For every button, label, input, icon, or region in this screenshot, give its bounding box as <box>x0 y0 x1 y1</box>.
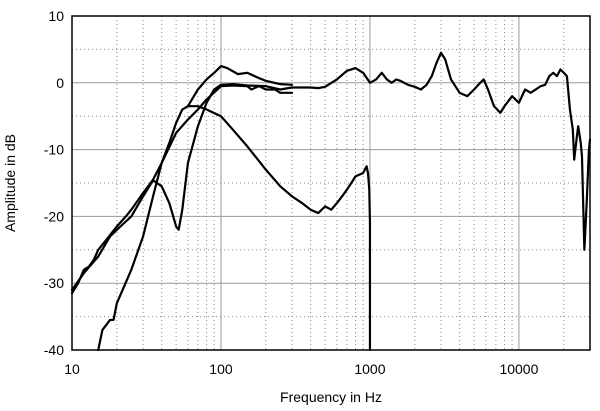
y-tick-label: 10 <box>48 8 64 24</box>
y-tick-label: -40 <box>44 342 64 358</box>
series-line-2 <box>70 51 592 291</box>
series-line-3 <box>97 105 372 352</box>
series-line-4 <box>186 64 294 108</box>
y-tick-label: -30 <box>44 275 64 291</box>
x-axis-label: Frequency in Hz <box>280 389 382 405</box>
y-tick-label: -10 <box>44 142 64 158</box>
y-tick-label: -20 <box>44 208 64 224</box>
x-tick-labels: 10 100 1000 10000 <box>64 361 538 377</box>
x-tick-label: 10 <box>64 361 80 377</box>
series-layer <box>70 51 592 352</box>
series-line-1 <box>70 84 294 295</box>
y-axis-label: Amplitude in dB <box>2 134 18 232</box>
plot-frame <box>71 15 591 351</box>
y-tick-label: 0 <box>56 75 64 91</box>
x-tick-label: 100 <box>209 361 233 377</box>
x-tick-label: 10000 <box>499 361 538 377</box>
y-tick-labels: 10 0 -10 -20 -30 -40 <box>44 8 64 358</box>
x-tick-label: 1000 <box>354 361 385 377</box>
